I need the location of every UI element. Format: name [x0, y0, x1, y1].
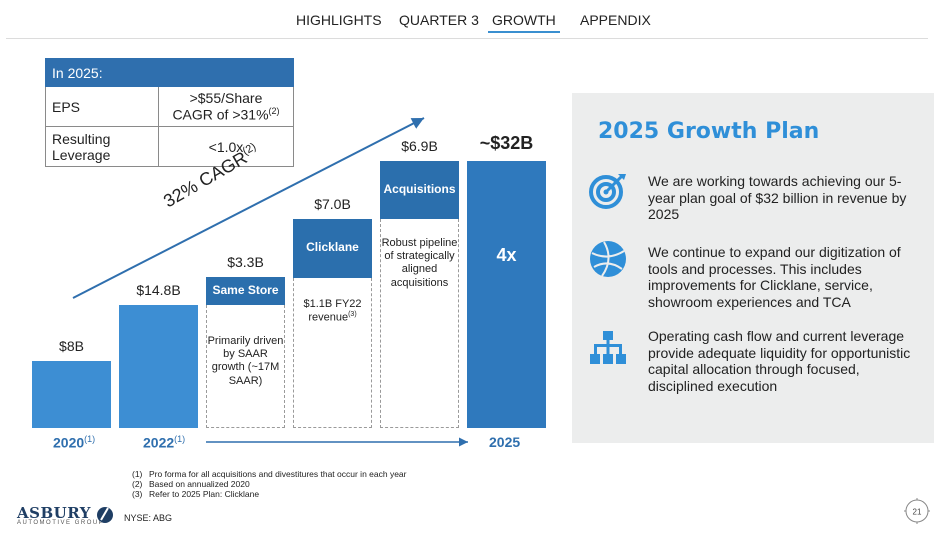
- eps-value-line1: >$55/Share: [189, 90, 263, 107]
- tab-quarter-3[interactable]: QUARTER 3: [399, 12, 479, 28]
- bar-clicklane: [293, 218, 372, 278]
- page-number: 21: [913, 508, 922, 517]
- page-number-badge: 21: [904, 498, 930, 524]
- value-label-clicklane: $7.0B: [314, 195, 351, 212]
- footnote-3: (3) Refer to 2025 Plan: Clicklane: [132, 489, 407, 499]
- bar-same-store: [206, 276, 285, 305]
- growth-plan-panel: 2025 Growth Plan We are working towards …: [572, 93, 934, 443]
- x-label-2022-sup: (1): [174, 434, 186, 444]
- bar-2022: [119, 304, 198, 428]
- leverage-label-line1: Resulting: [52, 130, 111, 147]
- point-1-text: We are working towards achieving our 5-y…: [648, 173, 907, 222]
- footnote-2: (2) Based on annualized 2020: [132, 479, 407, 489]
- eps-value: >$55/Share CAGR of >31%(2): [158, 86, 294, 127]
- panel-title: 2025 Growth Plan: [598, 119, 820, 144]
- value-label-2025: ~$32B: [479, 133, 534, 153]
- company-logo-subtitle: AUTOMOTIVE GROUP: [17, 520, 105, 526]
- value-label-same-store: $3.3B: [227, 253, 264, 270]
- company-logo: ASBURY: [17, 504, 91, 522]
- tab-appendix[interactable]: APPENDIX: [580, 12, 651, 28]
- acquisitions-label: Acquisitions: [383, 182, 456, 197]
- tab-highlights[interactable]: HIGHLIGHTS: [296, 12, 382, 28]
- footnotes: (1) Pro forma for all acquisitions and di…: [132, 469, 407, 499]
- ticker-symbol: NYSE: ABG: [124, 513, 173, 523]
- x-label-2022: 2022(1): [143, 434, 185, 451]
- x-label-2020: 2020(1): [53, 434, 95, 451]
- footnote-1-text: Pro forma for all acquisitions and dives…: [149, 469, 407, 479]
- org-chart-icon: [590, 331, 626, 364]
- tab-growth[interactable]: GROWTH: [488, 12, 560, 33]
- point-3-text: Operating cash flow and current leverage…: [648, 328, 911, 394]
- footnote-3-num: (3): [132, 489, 143, 499]
- value-label-acquisitions: $6.9B: [401, 138, 438, 154]
- footnote-1: (1) Pro forma for all acquisitions and di…: [132, 469, 407, 479]
- leverage-label-line2: Leverage: [52, 146, 111, 163]
- bar-2025: [467, 161, 546, 428]
- footnote-3-text: Refer to 2025 Plan: Clicklane: [149, 489, 260, 499]
- value-label-2022: $14.8B: [136, 281, 181, 298]
- nav-divider: [6, 38, 928, 39]
- acquisitions-note-text: Robust pipeline of strategically aligned…: [381, 237, 458, 289]
- same-store-note: Primarily driven by SAAR growth (~17M SA…: [206, 304, 285, 428]
- x-label-2022-text: 2022: [143, 434, 175, 451]
- footnote-2-text: Based on annualized 2020: [149, 479, 250, 489]
- same-store-note-text: Primarily driven by SAAR growth (~17M SA…: [207, 334, 284, 387]
- bar-2020: [32, 361, 111, 428]
- top-nav: HIGHLIGHTS QUARTER 3 GROWTH APPENDIX: [0, 0, 934, 38]
- footnote-1-num: (1): [132, 469, 143, 479]
- x-label-2020-text: 2020: [53, 434, 85, 451]
- eps-value-sup: (2): [268, 106, 280, 117]
- bar-acquisitions: [380, 161, 459, 219]
- same-store-label: Same Store: [212, 283, 279, 298]
- clicklane-note-text: $1.1B FY22 revenue: [303, 297, 362, 324]
- multiple-label: 4x: [496, 245, 517, 265]
- acquisitions-note: Robust pipeline of strategically aligned…: [380, 219, 459, 428]
- x-label-2020-sup: (1): [84, 434, 96, 444]
- target-icon: [589, 174, 626, 209]
- point-2-text: We continue to expand our digitization o…: [648, 244, 901, 310]
- x-label-2025: 2025: [489, 434, 521, 450]
- value-label-2020: $8B: [59, 338, 84, 355]
- clicklane-note-sup: (3): [348, 310, 357, 318]
- clicklane-label: Clicklane: [306, 240, 359, 255]
- brand-mark-icon: [97, 507, 113, 523]
- globe-icon: [590, 241, 626, 277]
- leverage-label: Resulting Leverage: [45, 126, 159, 167]
- footnote-2-num: (2): [132, 479, 143, 489]
- eps-table-header: In 2025:: [45, 58, 294, 87]
- clicklane-note: $1.1B FY22 revenue(3): [293, 277, 372, 428]
- eps-value-line2: CAGR of >31%: [172, 106, 269, 123]
- eps-label: EPS: [45, 86, 159, 127]
